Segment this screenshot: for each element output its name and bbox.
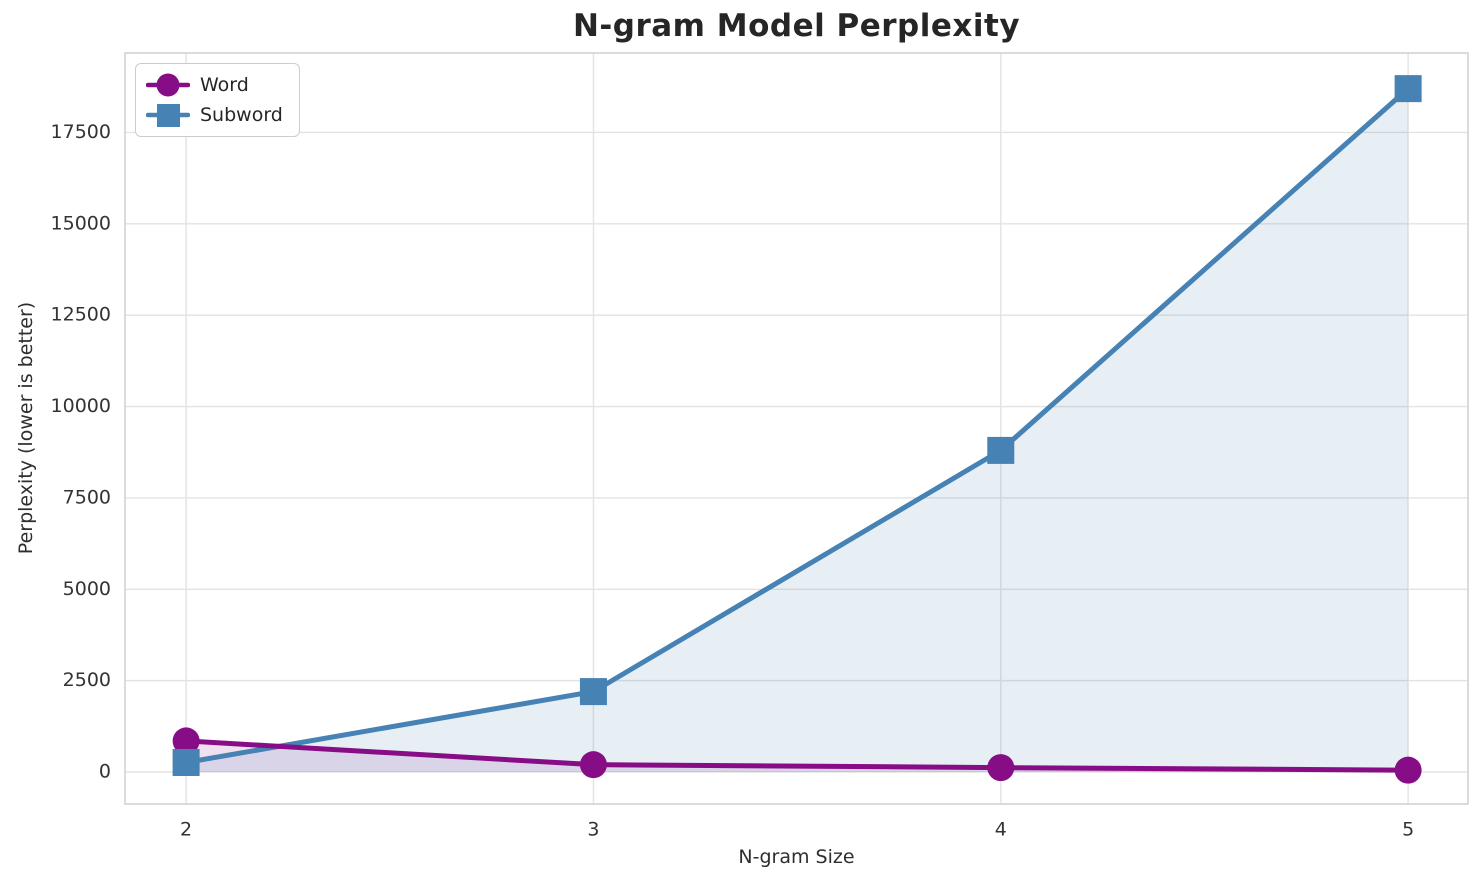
series-markers-subword [172, 75, 1422, 776]
legend-item-subword: Subword [146, 101, 283, 129]
series-fill-word [186, 740, 1409, 772]
x-axis-label: N-gram Size [738, 846, 855, 868]
x-tick-label: 3 [587, 819, 599, 841]
chart-title: N-gram Model Perplexity [572, 8, 1021, 44]
x-tick-label: 4 [995, 819, 1007, 841]
series-line-subword [183, 86, 1411, 765]
series-fill-subword [186, 88, 1409, 772]
y-tick-label: 0 [99, 760, 111, 782]
subword-square-marker-icon [146, 104, 190, 127]
y-tick-label: 10000 [51, 395, 111, 417]
legend-label-word: Word [200, 74, 249, 96]
gridlines [125, 53, 1468, 804]
x-tick-label: 2 [180, 819, 192, 841]
y-tick-label: 7500 [63, 486, 111, 508]
word-circle-marker-icon [146, 73, 190, 97]
y-tick-label: 17500 [51, 121, 111, 143]
series-line-word [183, 738, 1411, 773]
y-tick-label: 15000 [51, 212, 111, 234]
y-axis-label: Perplexity (lower is better) [15, 301, 37, 555]
series-markers-word [172, 727, 1422, 784]
y-tick-label: 12500 [51, 304, 111, 326]
legend-item-word: Word [146, 71, 283, 99]
y-tick-labels: 0 2500 5000 7500 10000 12500 15000 17500 [51, 121, 111, 783]
legend-label-subword: Subword [200, 104, 283, 126]
y-tick-label: 5000 [63, 578, 111, 600]
x-tick-labels: 2 3 4 5 [180, 819, 1414, 841]
plot-border [124, 52, 1469, 805]
legend: Word Subword [135, 63, 300, 137]
y-tick-label: 2500 [63, 669, 111, 691]
x-tick-label: 5 [1402, 819, 1414, 841]
